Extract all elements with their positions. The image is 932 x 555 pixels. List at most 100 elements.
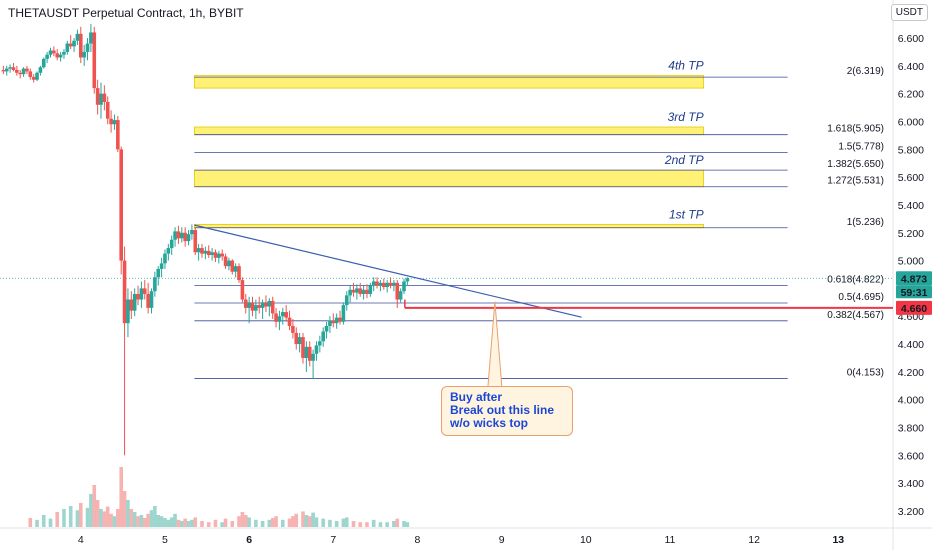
candle-body [15, 69, 19, 73]
fib-level-label: 0(4.153) [847, 367, 884, 378]
fib-level-label: 1(5.236) [847, 217, 884, 228]
x-axis-tick: 7 [330, 534, 336, 546]
tp-zone [194, 224, 705, 229]
candle-body [55, 53, 60, 58]
tp-zone [194, 126, 705, 136]
candle-body [159, 263, 164, 269]
candle-body [176, 231, 181, 239]
candle-body [385, 282, 389, 288]
candle-body [89, 32, 93, 44]
candle-body [277, 316, 282, 322]
trendline [194, 224, 582, 318]
last-price-badge-bg [896, 271, 932, 286]
volume-bar [166, 519, 171, 527]
candle-body [395, 282, 400, 300]
candle-body [82, 51, 86, 58]
candle-body [213, 252, 218, 258]
candle-body [41, 58, 46, 68]
y-axis-tick: 4.400 [898, 339, 924, 351]
candle-body [129, 299, 134, 311]
candle-body [68, 43, 73, 47]
candle-body [11, 67, 16, 70]
candle-body [318, 341, 322, 346]
countdown-badge-bg [896, 285, 932, 299]
candle-body [52, 50, 56, 54]
candle-body [45, 54, 49, 59]
candle-body [267, 300, 272, 307]
volume-bar [267, 519, 272, 527]
candle-body [307, 346, 312, 361]
fib-level-label: 2(6.319) [847, 66, 884, 77]
fib-level-label: 0.618(4.822) [827, 274, 884, 285]
volume-bar [129, 509, 134, 527]
candle-body [368, 285, 373, 294]
candle-body [136, 293, 140, 300]
line-price-badge: 4.660 [901, 303, 927, 315]
candle-body [351, 289, 356, 293]
x-axis-tick: 10 [580, 534, 592, 546]
volume-bar [78, 503, 83, 527]
candle-body [355, 288, 359, 293]
candle-body [65, 43, 70, 52]
candle-body [62, 51, 66, 55]
candle-body [116, 120, 120, 150]
candle-body [193, 229, 198, 253]
volume-bar [35, 519, 39, 527]
candle-body [28, 71, 33, 77]
fib-level-label: 0.5(4.695) [838, 292, 884, 303]
fib-level-label: 1.618(5.905) [827, 124, 884, 135]
candle-body [72, 40, 76, 47]
volume-bar [68, 506, 73, 527]
fib-level-label: 0.382(4.567) [827, 310, 884, 321]
candle-body [230, 260, 235, 272]
volume-bar [109, 513, 113, 527]
volume-bar [200, 521, 204, 527]
volume-bar [351, 521, 356, 527]
volume-bar [95, 500, 100, 527]
candle-body [240, 280, 245, 300]
candle-body [196, 248, 201, 253]
candle-body [223, 256, 228, 267]
volume-bar [85, 507, 90, 527]
candle-body [149, 291, 154, 308]
volume-bar [41, 515, 46, 527]
candle-body [297, 337, 302, 345]
tp-label-4th: 4th TP [668, 59, 703, 73]
candle-body [78, 33, 83, 58]
candle-body [402, 281, 406, 292]
y-axis-tick: 6.600 [898, 33, 924, 45]
candle-body [200, 248, 204, 254]
callout-note[interactable]: Buy after Break out this line w/o wicks … [441, 386, 573, 436]
candle-body [139, 288, 144, 300]
candle-body [243, 299, 248, 308]
candle-body [348, 289, 352, 296]
tp-label-2nd: 2nd TP [664, 153, 704, 167]
volume-bar [142, 518, 147, 527]
y-axis-tick: 6.400 [898, 61, 924, 73]
volume-bar [193, 517, 198, 527]
candle-body [247, 302, 251, 308]
candle-body [190, 229, 194, 235]
candle-body [378, 282, 383, 286]
volume-bar [48, 518, 53, 527]
volume-bar [99, 509, 103, 527]
volume-bar [122, 491, 127, 527]
candle-body [95, 88, 100, 105]
candle-body [132, 293, 137, 311]
candle-body [1, 69, 6, 72]
candle-body [169, 239, 174, 249]
volume-bar [183, 518, 187, 527]
volume-bar [55, 512, 60, 527]
y-axis-tick: 5.800 [898, 144, 924, 156]
volume-bar [146, 513, 150, 527]
y-axis-tick: 6.000 [898, 116, 924, 128]
volume-bar [237, 516, 241, 527]
volume-bar [92, 485, 97, 527]
line-price-badge-bg [896, 300, 932, 315]
volume-bar [116, 509, 120, 527]
candle-body [35, 72, 39, 80]
candle-body [25, 68, 29, 72]
currency-button[interactable]: USDT [890, 4, 928, 21]
